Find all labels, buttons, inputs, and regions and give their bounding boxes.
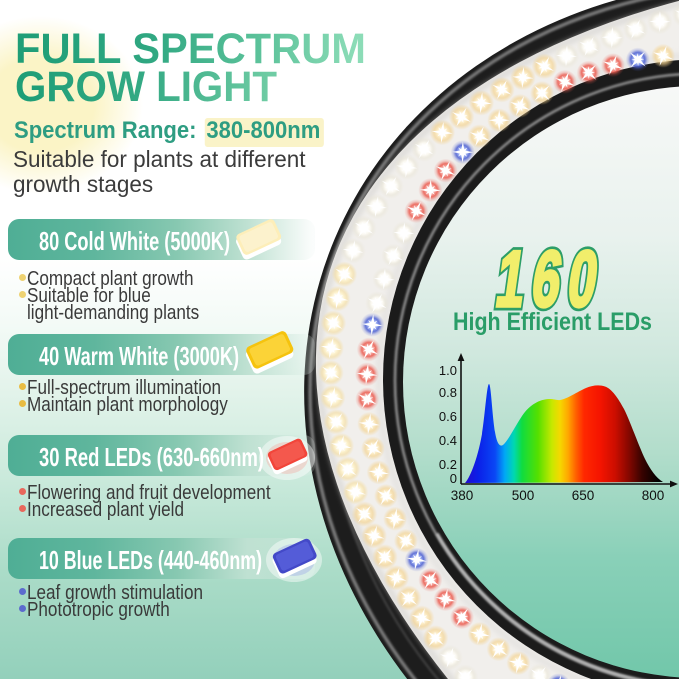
svg-text:0.6: 0.6 [439,409,457,424]
svg-text:500: 500 [512,488,535,503]
svg-text:1.0: 1.0 [439,363,457,378]
svg-text:650: 650 [572,488,595,503]
svg-text:0: 0 [450,471,457,486]
svg-text:0.2: 0.2 [439,457,457,472]
svg-text:0.4: 0.4 [439,433,457,448]
svg-text:800: 800 [642,488,665,503]
svg-text:0.8: 0.8 [439,385,457,400]
svg-text:380: 380 [451,488,474,503]
